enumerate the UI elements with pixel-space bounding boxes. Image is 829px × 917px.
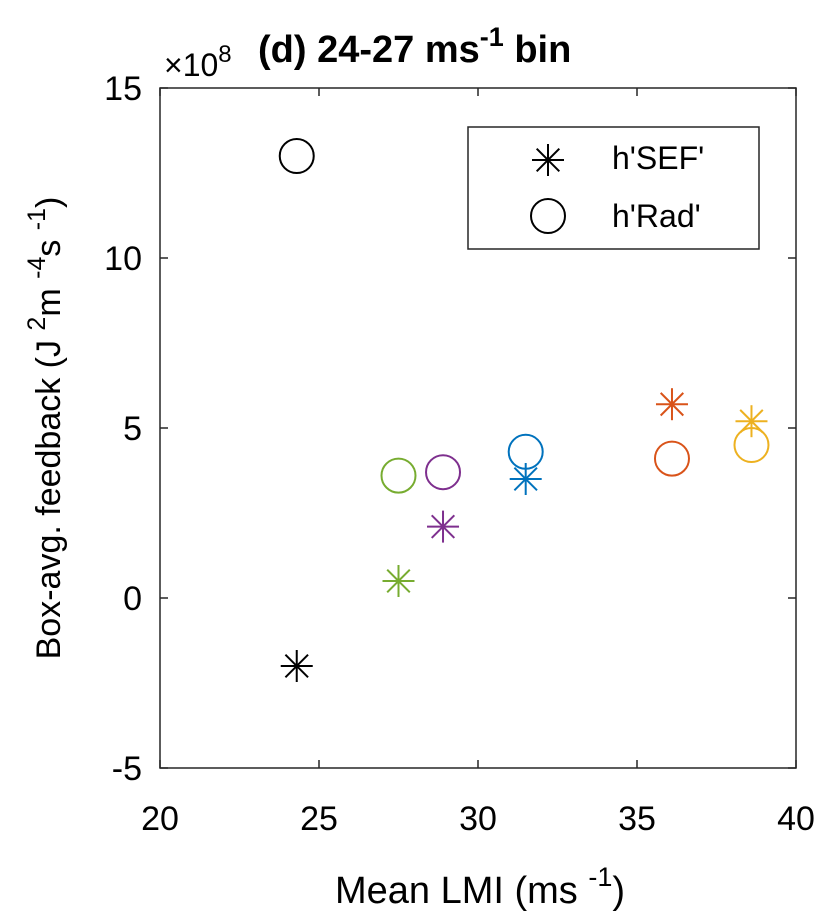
circle-marker xyxy=(380,457,417,494)
x-tick-label: 30 xyxy=(459,800,497,838)
x-tick-label: 25 xyxy=(300,800,338,838)
y-exponent-base: ×10 xyxy=(164,47,218,83)
circle-marker xyxy=(425,454,462,491)
legend-circle-marker xyxy=(530,198,566,234)
y-tick-label: 10 xyxy=(104,240,142,278)
chart-title-tail: bin xyxy=(504,29,572,71)
data-markers xyxy=(278,138,770,682)
y-exponent-label: ×108 xyxy=(164,41,232,83)
x-tick-label: 20 xyxy=(141,800,179,838)
y-tick-label: -5 xyxy=(112,750,142,788)
legend-star-glyph xyxy=(532,144,564,176)
circle-marker xyxy=(278,138,315,174)
legend-star-marker xyxy=(532,144,564,176)
chart-title: (d) 24-27 ms-1 bin xyxy=(258,22,571,71)
circle-marker xyxy=(733,427,770,463)
circle-marker xyxy=(653,440,690,477)
y-axis-label: Box-avg. feedback (J 2m -4s -1) xyxy=(23,197,68,660)
chart-title-main: (d) 24-27 ms xyxy=(258,29,480,71)
legend-label-sef: h'SEF' xyxy=(612,140,704,176)
legend-box xyxy=(467,126,760,250)
y-tick-label: 5 xyxy=(123,410,142,448)
star-marker xyxy=(427,510,460,543)
y-tick-label: 15 xyxy=(104,70,142,108)
star-marker xyxy=(280,650,313,682)
axis-tick-labels: 20 25 30 35 40 -5 0 5 10 15 xyxy=(104,70,815,838)
star-marker xyxy=(382,565,415,597)
legend-label-rad: h'Rad' xyxy=(612,198,701,234)
legend: h'SEF' h'Rad' xyxy=(467,126,760,250)
y-tick-label: 0 xyxy=(123,580,142,618)
x-axis-label: Mean LMI (ms -1) xyxy=(335,862,625,912)
y-exponent-power: 8 xyxy=(218,41,231,68)
star-marker xyxy=(655,388,688,421)
chart-title-sup: -1 xyxy=(480,22,504,52)
x-tick-label: 35 xyxy=(618,800,656,838)
axis-ticks xyxy=(159,87,797,769)
x-tick-label: 40 xyxy=(777,800,815,838)
circle-marker xyxy=(507,433,544,470)
